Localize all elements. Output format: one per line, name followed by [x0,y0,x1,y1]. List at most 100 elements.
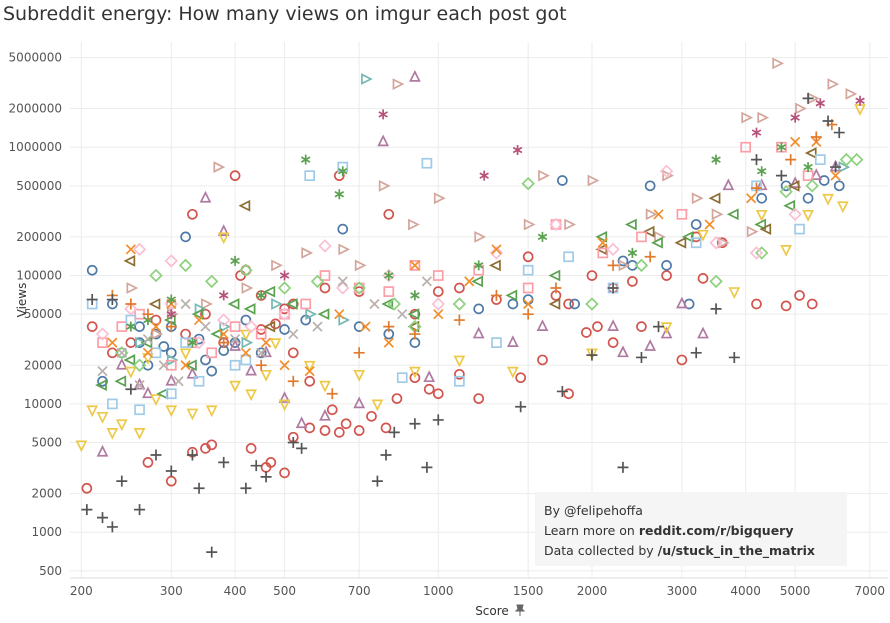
data-point[interactable] [810,168,823,181]
data-point[interactable] [775,170,787,182]
data-point[interactable] [522,282,534,294]
data-point[interactable] [662,169,674,182]
data-point[interactable] [607,319,619,331]
data-point[interactable] [114,375,127,388]
data-point[interactable] [173,376,184,387]
data-point[interactable] [595,231,608,243]
data-point[interactable] [142,457,154,468]
data-point[interactable] [81,504,93,516]
data-point[interactable] [759,223,772,235]
data-point[interactable] [301,247,314,259]
data-point[interactable] [86,321,98,332]
data-point[interactable] [300,154,311,165]
data-point[interactable] [726,208,739,221]
data-point[interactable] [165,388,177,400]
data-point[interactable] [180,328,191,340]
data-point[interactable] [334,309,345,320]
data-point[interactable] [338,243,351,256]
data-point[interactable] [507,298,519,310]
data-point[interactable] [407,308,420,321]
data-point[interactable] [506,366,519,379]
data-point[interactable] [697,326,709,339]
data-point[interactable] [133,428,146,440]
data-point[interactable] [728,351,740,363]
data-point[interactable] [199,190,212,203]
data-point[interactable] [116,321,128,332]
data-point[interactable] [338,314,351,326]
data-point[interactable] [490,289,502,301]
data-point[interactable] [285,298,298,310]
data-point[interactable] [453,314,465,326]
data-point[interactable] [288,328,299,340]
data-point[interactable] [810,131,822,143]
data-point[interactable] [855,95,865,106]
data-point[interactable] [230,255,240,266]
data-point[interactable] [260,369,272,382]
data-point[interactable] [150,347,162,359]
data-point[interactable] [515,401,527,413]
data-point[interactable] [383,321,395,333]
data-point[interactable] [150,321,162,332]
data-point[interactable] [617,345,629,358]
data-point[interactable] [845,88,858,100]
data-point[interactable] [794,290,805,301]
data-point[interactable] [587,174,600,187]
data-point[interactable] [150,314,162,326]
data-point[interactable] [277,307,292,321]
data-point[interactable] [164,254,178,268]
data-point[interactable] [776,142,787,153]
data-point[interactable] [180,337,191,348]
data-point[interactable] [165,321,177,333]
data-point[interactable] [388,426,400,438]
data-point[interactable] [618,259,631,272]
data-point[interactable] [607,259,619,271]
data-point[interactable] [779,184,793,199]
data-point[interactable] [433,192,446,205]
data-point[interactable] [150,449,162,461]
data-point[interactable] [785,154,797,166]
data-point[interactable] [432,414,444,426]
data-point[interactable] [217,313,231,327]
subreddit-link[interactable]: reddit.com/r/bigquery [638,523,794,538]
data-point[interactable] [772,57,785,70]
data-point[interactable] [586,270,598,281]
data-point[interactable] [218,290,229,301]
data-point[interactable] [674,236,687,249]
data-point[interactable] [187,337,198,348]
user-link[interactable]: /u/stuck_in_the_matrix [657,543,815,558]
data-point[interactable] [585,297,599,311]
data-point[interactable] [833,127,845,139]
data-point[interactable] [537,231,548,242]
data-point[interactable] [471,275,484,288]
data-point[interactable] [750,182,762,194]
data-point[interactable] [728,287,741,299]
data-point[interactable] [409,328,421,340]
data-point[interactable] [661,260,672,271]
data-point[interactable] [205,405,218,418]
data-point[interactable] [780,244,792,257]
data-point[interactable] [635,351,647,363]
data-point[interactable] [217,224,230,236]
data-point[interactable] [617,461,629,473]
data-point[interactable] [795,102,807,115]
data-point[interactable] [193,333,205,345]
data-point[interactable] [818,175,830,186]
data-point[interactable] [265,457,277,468]
data-point[interactable] [803,162,813,173]
data-point[interactable] [746,193,757,204]
data-point[interactable] [421,157,433,169]
data-point[interactable] [239,263,253,277]
data-point[interactable] [279,467,290,479]
data-point[interactable] [319,380,331,393]
data-point[interactable] [116,347,127,358]
data-point[interactable] [512,145,523,156]
data-point[interactable] [240,354,252,366]
data-point[interactable] [548,269,561,282]
data-point[interactable] [804,147,817,159]
data-point[interactable] [134,380,145,391]
data-point[interactable] [642,225,655,238]
data-point[interactable] [746,225,759,238]
data-point[interactable] [97,337,108,348]
data-point[interactable] [378,109,388,120]
data-point[interactable] [708,192,721,205]
